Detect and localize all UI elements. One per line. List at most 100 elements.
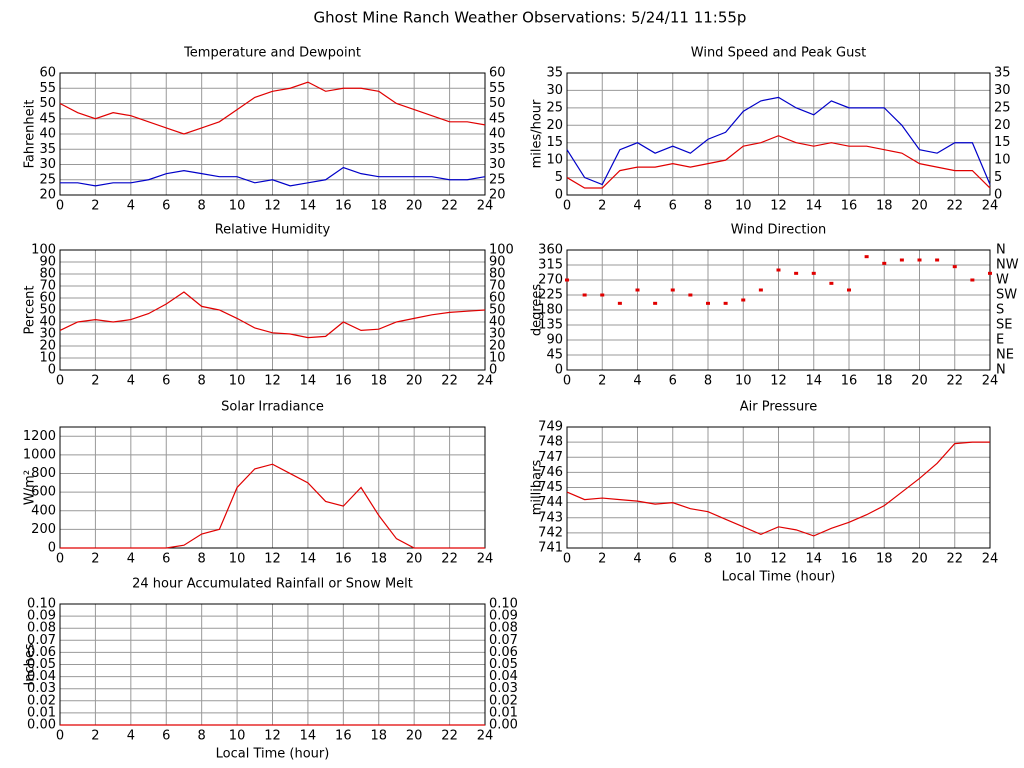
point xyxy=(741,298,746,302)
y-tick-label: 180 xyxy=(538,303,563,318)
x-tick-label: 14 xyxy=(805,199,822,214)
point xyxy=(776,268,781,272)
x-tick-label: 16 xyxy=(841,552,858,567)
point xyxy=(582,293,587,297)
y-tick-label: 749 xyxy=(538,420,563,435)
y-tick-label: 50 xyxy=(39,96,56,111)
x-tick-label: 6 xyxy=(669,552,677,567)
x-tick-label: 18 xyxy=(370,199,387,214)
y-tick-label: 55 xyxy=(39,81,56,96)
y2-tick-label: NW xyxy=(996,258,1019,273)
point xyxy=(917,258,922,262)
x-tick-label: 2 xyxy=(598,199,606,214)
series-line xyxy=(59,81,486,135)
point xyxy=(794,271,799,275)
y2-tick-label: S xyxy=(996,303,1004,318)
x-tick-label: 22 xyxy=(441,374,458,389)
series-line xyxy=(59,291,486,339)
y-tick-label: 744 xyxy=(538,495,563,510)
y-tick-label-right: 60 xyxy=(489,291,506,306)
x-tick-label: 2 xyxy=(91,729,99,744)
x-tick-label: 0 xyxy=(56,729,64,744)
x-tick-label: 12 xyxy=(770,374,787,389)
x-tick-label: 24 xyxy=(477,374,494,389)
y-tick-label-right: 80 xyxy=(489,267,506,282)
y2-tick-label: NE xyxy=(996,348,1014,363)
series-line xyxy=(566,135,991,189)
y-tick-label: 100 xyxy=(31,243,56,258)
y-tick-label-right: 30 xyxy=(489,327,506,342)
x-tick-label: 24 xyxy=(477,199,494,214)
x-tick-label: 4 xyxy=(127,374,135,389)
y-tick-label: 15 xyxy=(546,135,563,150)
y2-tick-label: N xyxy=(996,363,1006,378)
y-axis-label: Fahrenheit xyxy=(23,100,38,169)
point xyxy=(617,301,622,305)
x-tick-label: 12 xyxy=(770,199,787,214)
x-tick-label: 22 xyxy=(441,199,458,214)
x-tick-label: 6 xyxy=(669,199,677,214)
point xyxy=(988,271,992,275)
point xyxy=(723,301,728,305)
y-tick-label: 748 xyxy=(538,435,563,450)
x-tick-label: 0 xyxy=(563,552,571,567)
y-tick-label: 0.10 xyxy=(27,597,56,612)
x-tick-label: 8 xyxy=(198,729,206,744)
y-tick-label: 40 xyxy=(39,315,56,330)
y-tick-label: 800 xyxy=(31,466,56,481)
x-tick-label: 24 xyxy=(477,552,494,567)
x-tick-label: 10 xyxy=(229,374,246,389)
y-tick-label: 0 xyxy=(555,363,563,378)
y-tick-label: 270 xyxy=(538,273,563,288)
x-tick-label: 22 xyxy=(946,199,963,214)
x-tick-label: 16 xyxy=(335,199,352,214)
x-tick-label: 20 xyxy=(911,374,928,389)
y-tick-label: 0 xyxy=(555,188,563,203)
x-tick-label: 24 xyxy=(982,552,999,567)
y-tick-label: 600 xyxy=(31,485,56,500)
y-tick-label-right: 10 xyxy=(994,153,1011,168)
point xyxy=(847,288,851,292)
y-tick-label: 45 xyxy=(39,111,56,126)
x-tick-label: 2 xyxy=(91,374,99,389)
x-tick-label: 4 xyxy=(633,552,641,567)
y-tick-label: 20 xyxy=(39,188,56,203)
y-tick-label: 10 xyxy=(39,351,56,366)
y-tick-label: 0.03 xyxy=(27,681,56,696)
y-tick-label: 5 xyxy=(555,170,563,185)
y-tick-label: 90 xyxy=(546,333,563,348)
x-tick-label: 20 xyxy=(406,552,423,567)
y-axis-label: millibars xyxy=(530,460,545,516)
plot-frame xyxy=(59,426,486,549)
y-tick-label-right: 20 xyxy=(489,339,506,354)
x-tick-label: 4 xyxy=(633,374,641,389)
x-tick-label: 4 xyxy=(127,199,135,214)
x-tick-label: 24 xyxy=(982,374,999,389)
y-tick-label: 25 xyxy=(39,172,56,187)
y-tick-label-right: 40 xyxy=(489,315,506,330)
y-tick-label: 741 xyxy=(538,541,563,556)
point xyxy=(935,258,940,262)
y-tick-label-right: 35 xyxy=(994,66,1011,81)
chart-title: Relative Humidity xyxy=(215,223,331,238)
x-tick-label: 18 xyxy=(370,729,387,744)
x-tick-label: 4 xyxy=(127,552,135,567)
y-tick-label-right: 50 xyxy=(489,96,506,111)
y-tick-label: 0 xyxy=(48,363,56,378)
y-tick-label: 0.01 xyxy=(27,705,56,720)
y-tick-label-right: 30 xyxy=(489,157,506,172)
y-tick-label-right: 10 xyxy=(489,351,506,366)
x-tick-label: 12 xyxy=(264,552,281,567)
point xyxy=(565,278,569,282)
y-tick-label-right: 25 xyxy=(994,100,1011,115)
point xyxy=(670,288,675,292)
y-tick-label: 30 xyxy=(546,83,563,98)
x-tick-label: 22 xyxy=(946,552,963,567)
y-tick-label: 20 xyxy=(546,118,563,133)
point xyxy=(970,278,975,282)
x-tick-label: 12 xyxy=(264,374,281,389)
x-tick-label: 2 xyxy=(91,199,99,214)
y-tick-label: 20 xyxy=(39,339,56,354)
y-tick-label: 743 xyxy=(538,510,563,525)
y-tick-label: 70 xyxy=(39,279,56,294)
